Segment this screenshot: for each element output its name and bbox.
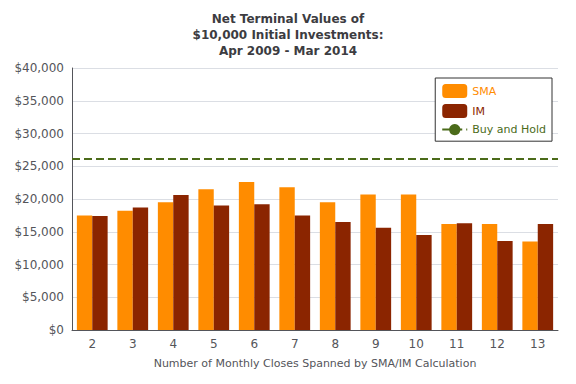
svg-text:$30,000: $30,000 xyxy=(14,127,64,141)
svg-text:7: 7 xyxy=(291,337,299,351)
svg-text:IM: IM xyxy=(472,105,485,118)
svg-text:3: 3 xyxy=(129,337,137,351)
svg-text:2: 2 xyxy=(88,337,96,351)
svg-text:9: 9 xyxy=(372,337,380,351)
svg-text:$25,000: $25,000 xyxy=(14,159,64,173)
svg-text:$10,000: $10,000 xyxy=(14,258,64,272)
svg-text:13: 13 xyxy=(530,337,545,351)
svg-text:8: 8 xyxy=(331,337,339,351)
svg-text:12: 12 xyxy=(490,337,505,351)
svg-text:Buy and Hold: Buy and Hold xyxy=(472,123,546,136)
svg-text:Net Terminal Values of: Net Terminal Values of xyxy=(212,12,365,26)
svg-text:$15,000: $15,000 xyxy=(14,225,64,239)
svg-text:SMA: SMA xyxy=(472,85,496,98)
svg-text:$5,000: $5,000 xyxy=(22,290,64,304)
svg-text:$35,000: $35,000 xyxy=(14,94,64,108)
svg-text:11: 11 xyxy=(449,337,464,351)
svg-text:10: 10 xyxy=(409,337,424,351)
svg-text:$40,000: $40,000 xyxy=(14,61,64,75)
svg-text:$20,000: $20,000 xyxy=(14,192,64,206)
svg-text:Number of Monthly Closes Spann: Number of Monthly Closes Spanned by SMA/… xyxy=(154,357,477,370)
svg-text:Apr 2009 - Mar 2014: Apr 2009 - Mar 2014 xyxy=(219,44,357,58)
svg-text:6: 6 xyxy=(250,337,258,351)
svg-text:$10,000 Initial Investments:: $10,000 Initial Investments: xyxy=(193,28,384,42)
svg-text:$0: $0 xyxy=(49,323,64,337)
svg-text:4: 4 xyxy=(169,337,177,351)
svg-text:5: 5 xyxy=(210,337,218,351)
